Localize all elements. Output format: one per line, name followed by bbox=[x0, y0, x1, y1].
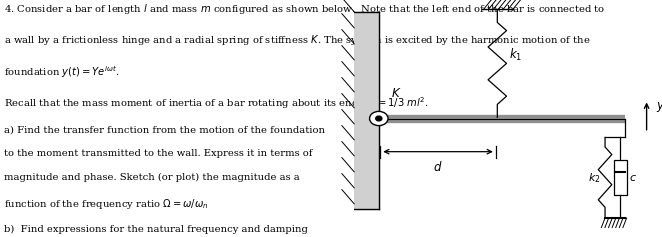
Text: magnitude and phase. Sketch (or plot) the magnitude as a: magnitude and phase. Sketch (or plot) th… bbox=[4, 173, 299, 182]
Text: to the moment transmitted to the wall. Express it in terms of: to the moment transmitted to the wall. E… bbox=[4, 149, 312, 158]
Text: $k_2$: $k_2$ bbox=[588, 171, 600, 185]
Text: b)  Find expressions for the natural frequency and damping: b) Find expressions for the natural freq… bbox=[4, 225, 308, 234]
Text: a wall by a frictionless hinge and a radial spring of stiffness $K$. The system : a wall by a frictionless hinge and a rad… bbox=[4, 33, 591, 47]
Text: $c$: $c$ bbox=[629, 173, 637, 183]
Text: $d$: $d$ bbox=[434, 160, 443, 174]
Text: Recall that the mass moment of inertia of a bar rotating about its end is $J = 1: Recall that the mass moment of inertia o… bbox=[4, 95, 429, 111]
Text: $k_1$: $k_1$ bbox=[509, 46, 522, 63]
Text: $y$: $y$ bbox=[656, 100, 662, 114]
Text: foundation $y(t) = Ye^{i\omega t}$.: foundation $y(t) = Ye^{i\omega t}$. bbox=[4, 64, 119, 80]
Text: a) Find the transfer function from the motion of the foundation: a) Find the transfer function from the m… bbox=[4, 126, 325, 135]
Bar bbox=[614, 160, 627, 195]
Text: $K$: $K$ bbox=[391, 87, 402, 100]
Circle shape bbox=[369, 111, 388, 126]
Text: function of the frequency ratio $\Omega = \omega/\omega_n$: function of the frequency ratio $\Omega … bbox=[4, 197, 209, 211]
Text: 4. Consider a bar of length $l$ and mass $m$ configured as shown below.  Note th: 4. Consider a bar of length $l$ and mass… bbox=[4, 2, 605, 16]
Circle shape bbox=[376, 116, 382, 121]
Bar bbox=[354, 12, 379, 209]
